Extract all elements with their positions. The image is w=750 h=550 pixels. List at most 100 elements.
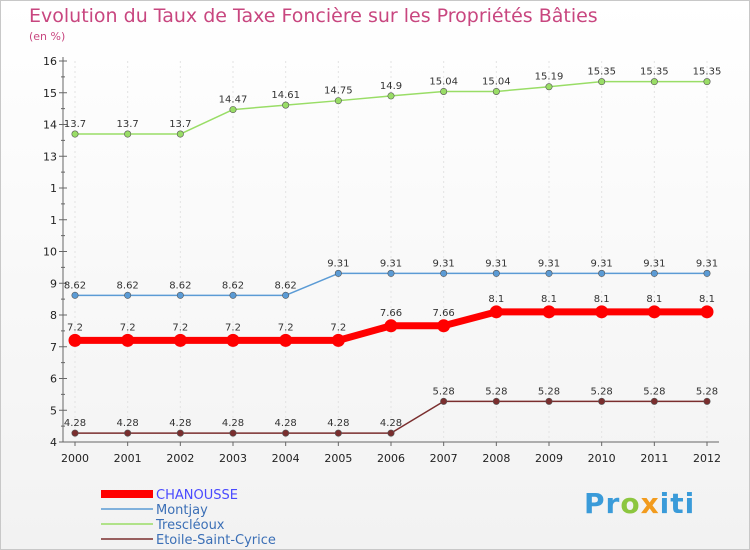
data-point — [124, 130, 132, 138]
data-label: 7.66 — [380, 308, 402, 319]
data-point — [282, 101, 290, 109]
data-point — [387, 92, 395, 100]
data-label: 4.28 — [275, 418, 297, 429]
x-tick-label: 2008 — [482, 452, 510, 465]
y-tick-label: 13 — [43, 150, 57, 163]
data-label: 4.28 — [169, 418, 191, 429]
data-label: 13.7 — [64, 119, 86, 130]
data-label: 7.2 — [67, 322, 83, 333]
y-tick-label: 1 — [50, 214, 57, 227]
data-point — [71, 429, 79, 437]
data-label: 7.66 — [433, 308, 455, 319]
data-point — [598, 78, 606, 86]
x-tick-label: 2005 — [324, 452, 352, 465]
data-label: 9.31 — [696, 258, 718, 269]
data-label: 5.28 — [433, 386, 455, 397]
legend-item-chanousse: CHANOUSSE — [101, 488, 238, 503]
data-label: 9.31 — [538, 258, 560, 269]
data-label: 8.62 — [169, 280, 191, 291]
legend-label: Etoile-Saint-Cyrice — [156, 533, 276, 548]
legend-label: CHANOUSSE — [156, 488, 238, 503]
data-label: 4.28 — [117, 418, 139, 429]
legend-label: Montjay — [156, 503, 208, 518]
data-label: 8.62 — [222, 280, 244, 291]
data-label: 15.35 — [693, 67, 722, 78]
data-point — [229, 106, 237, 114]
x-tick-label: 2006 — [377, 452, 405, 465]
data-point — [650, 397, 658, 405]
data-label: 8.62 — [275, 280, 297, 291]
x-tick-label: 2000 — [61, 452, 89, 465]
data-point — [647, 305, 661, 319]
data-label: 8.1 — [488, 294, 504, 305]
data-point — [650, 78, 658, 86]
data-point — [440, 397, 448, 405]
data-point — [282, 429, 290, 437]
data-label: 15.04 — [482, 76, 511, 87]
data-point — [124, 291, 132, 299]
data-label: 13.7 — [117, 119, 139, 130]
data-label: 14.75 — [324, 86, 353, 97]
data-label: 7.2 — [225, 322, 241, 333]
y-tick-label: 9 — [50, 277, 57, 290]
data-point — [545, 269, 553, 277]
series-layer: 8.62 8.62 8.62 8.62 8.62 9.31 9.31 9.31 9.31 9.31… — [64, 67, 721, 437]
x-tick-label: 2011 — [640, 452, 668, 465]
data-label: 5.28 — [591, 386, 613, 397]
data-point — [440, 87, 448, 95]
x-tick-label: 2004 — [272, 452, 300, 465]
legend-item-montjay: Montjay — [101, 503, 208, 518]
data-point — [334, 97, 342, 105]
chart-title: Evolution du Taux de Taxe Foncière sur l… — [29, 5, 598, 27]
data-point — [492, 87, 500, 95]
data-point — [226, 333, 240, 347]
data-point — [703, 397, 711, 405]
data-point — [121, 333, 135, 347]
data-point — [124, 429, 132, 437]
x-tick-label: 2012 — [693, 452, 721, 465]
data-point — [595, 305, 609, 319]
data-point — [440, 269, 448, 277]
series-chanousse: 7.2 7.2 7.2 7.2 7.2 7.2 7.66 7.66 8.1 8.1 8.1 8.1 8.… — [67, 294, 715, 347]
data-label: 14.47 — [219, 95, 248, 106]
data-point — [176, 130, 184, 138]
data-point — [68, 333, 82, 347]
proxiti-logo: Proxiti — [584, 487, 696, 520]
data-point — [279, 333, 293, 347]
data-label: 8.62 — [117, 280, 139, 291]
data-label: 15.35 — [587, 67, 616, 78]
data-label: 7.2 — [120, 322, 136, 333]
data-label: 5.28 — [696, 386, 718, 397]
data-point — [598, 397, 606, 405]
data-point — [437, 319, 451, 333]
legend-label: Trescléoux — [155, 518, 225, 533]
data-label: 13.7 — [169, 119, 191, 130]
data-label: 8.1 — [594, 294, 610, 305]
data-label: 8.1 — [646, 294, 662, 305]
y-tick-label: 4 — [50, 436, 57, 449]
data-point — [489, 305, 503, 319]
x-tick-label: 2003 — [219, 452, 247, 465]
x-tick-label: 2007 — [430, 452, 458, 465]
data-point — [700, 305, 714, 319]
data-point — [492, 397, 500, 405]
data-point — [176, 429, 184, 437]
data-point — [703, 78, 711, 86]
data-point — [229, 291, 237, 299]
x-tick-label: 2002 — [166, 452, 194, 465]
data-point — [492, 269, 500, 277]
legend-item-trescl-oux: Trescléoux — [101, 518, 225, 533]
data-label: 7.2 — [172, 322, 188, 333]
data-label: 15.35 — [640, 67, 669, 78]
data-label: 4.28 — [64, 418, 86, 429]
data-point — [173, 333, 187, 347]
y-tick-label: 14 — [43, 119, 57, 132]
data-point — [176, 291, 184, 299]
data-point — [545, 397, 553, 405]
data-label: 7.2 — [278, 322, 294, 333]
data-label: 5.28 — [485, 386, 507, 397]
series-etoile-saint-cyrice: 4.28 4.28 4.28 4.28 4.28 4.28 4.28 5.28 5.28 5.28… — [64, 386, 718, 437]
